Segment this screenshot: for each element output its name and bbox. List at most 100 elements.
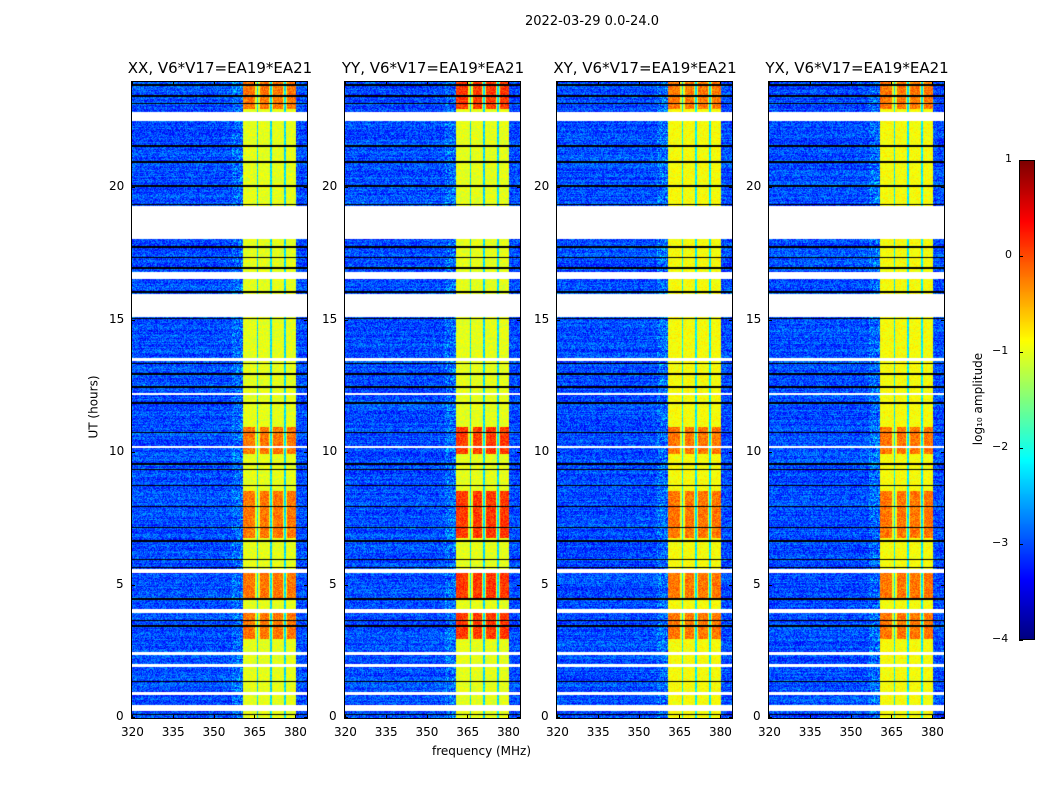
- colorbar-tick-label: −1: [992, 344, 1009, 357]
- colorbar-tick-label: 1: [1005, 152, 1012, 165]
- y-tick: [304, 584, 308, 586]
- x-tick-label: 365: [668, 725, 692, 739]
- y-tick: [556, 717, 560, 718]
- y-tick: [729, 187, 733, 188]
- x-tick: [295, 715, 297, 719]
- y-tick: [131, 187, 135, 188]
- x-tick-label: 350: [839, 725, 863, 739]
- x-tick: [679, 715, 681, 719]
- y-tick: [941, 584, 945, 586]
- y-tick-label: 10: [322, 444, 338, 458]
- colorbar-tick: [1019, 352, 1023, 353]
- panel-title: XY, V6*V17=EA19*EA21: [553, 59, 737, 77]
- y-tick: [768, 187, 772, 188]
- y-tick-label: 10: [109, 444, 125, 458]
- y-tick: [768, 717, 772, 718]
- x-tick-label: 335: [374, 725, 398, 739]
- y-tick-label: 0: [116, 709, 124, 723]
- y-tick: [304, 717, 308, 718]
- y-tick: [304, 452, 308, 453]
- y-tick-label: 20: [534, 179, 550, 193]
- y-tick-label: 0: [329, 709, 337, 723]
- x-tick: [467, 81, 469, 85]
- x-tick: [932, 715, 934, 719]
- x-tick-label: 320: [121, 725, 144, 739]
- y-tick: [131, 584, 135, 586]
- x-tick: [809, 81, 811, 85]
- colorbar-tick: [1019, 544, 1023, 545]
- x-tick-label: 335: [798, 725, 822, 739]
- y-tick-label: 15: [109, 311, 125, 326]
- x-tick: [850, 81, 852, 85]
- x-tick: [467, 715, 469, 719]
- y-tick: [941, 717, 945, 718]
- y-tick-label: 20: [746, 179, 762, 193]
- x-tick: [597, 715, 599, 719]
- y-tick-label: 0: [541, 709, 549, 723]
- x-tick-label: 380: [497, 725, 520, 739]
- y-tick: [517, 452, 521, 453]
- spectrogram-image: [769, 82, 944, 718]
- x-tick: [426, 715, 428, 719]
- y-tick: [556, 584, 560, 586]
- x-tick: [932, 81, 934, 85]
- y-tick: [941, 452, 945, 453]
- x-tick: [345, 81, 346, 85]
- y-tick-label: 15: [746, 311, 762, 326]
- y-tick: [304, 187, 308, 188]
- colorbar-tick-label: 0: [1005, 248, 1012, 261]
- x-tick-label: 350: [415, 725, 439, 739]
- figure-title: 2022-03-29 0.0-24.0: [525, 14, 659, 29]
- y-tick: [768, 584, 772, 586]
- colorbar-tick: [1019, 160, 1023, 161]
- x-tick: [720, 715, 722, 719]
- y-tick: [556, 187, 560, 188]
- y-tick: [517, 717, 521, 718]
- y-tick: [729, 452, 733, 453]
- panel-title: XX, V6*V17=EA19*EA21: [127, 59, 313, 77]
- x-tick-label: 365: [243, 725, 267, 739]
- colorbar-tick: [1019, 448, 1023, 449]
- x-tick: [508, 81, 510, 85]
- x-tick-label: 350: [627, 725, 651, 739]
- y-tick: [556, 452, 560, 453]
- y-axis-label: UT (hours): [86, 375, 101, 439]
- x-tick: [720, 81, 722, 85]
- y-tick: [131, 717, 135, 718]
- x-tick: [557, 81, 558, 85]
- x-tick: [426, 81, 428, 85]
- y-tick-label: 15: [534, 311, 550, 326]
- y-tick-label: 20: [322, 179, 338, 193]
- y-tick: [729, 319, 733, 321]
- x-tick-label: 350: [202, 725, 226, 739]
- y-tick: [941, 187, 945, 188]
- x-tick: [172, 81, 174, 85]
- y-tick: [517, 187, 521, 188]
- x-tick: [254, 715, 256, 719]
- x-tick-label: 320: [758, 725, 781, 739]
- spectrogram-image: [132, 82, 307, 718]
- y-tick: [941, 319, 945, 321]
- x-tick: [850, 715, 852, 719]
- y-tick: [729, 717, 733, 718]
- y-tick: [131, 452, 135, 453]
- x-tick: [769, 81, 770, 85]
- x-tick-label: 365: [456, 725, 480, 739]
- spectrogram-panel: [556, 81, 733, 719]
- colorbar-tick-label: −2: [992, 440, 1009, 453]
- x-tick: [172, 715, 174, 719]
- y-tick: [517, 319, 521, 321]
- spectrogram-image: [557, 82, 732, 718]
- y-tick-label: 15: [322, 311, 338, 326]
- x-tick-label: 380: [709, 725, 732, 739]
- y-tick: [768, 319, 772, 321]
- x-tick-label: 335: [586, 725, 610, 739]
- spectrogram-panel: [131, 81, 308, 719]
- colorbar-tick-label: −4: [992, 632, 1009, 645]
- y-tick: [344, 584, 348, 586]
- x-axis-label: frequency (MHz): [432, 744, 532, 758]
- x-tick: [295, 81, 297, 85]
- x-tick-label: 365: [880, 725, 904, 739]
- x-tick: [809, 715, 811, 719]
- x-tick: [132, 81, 133, 85]
